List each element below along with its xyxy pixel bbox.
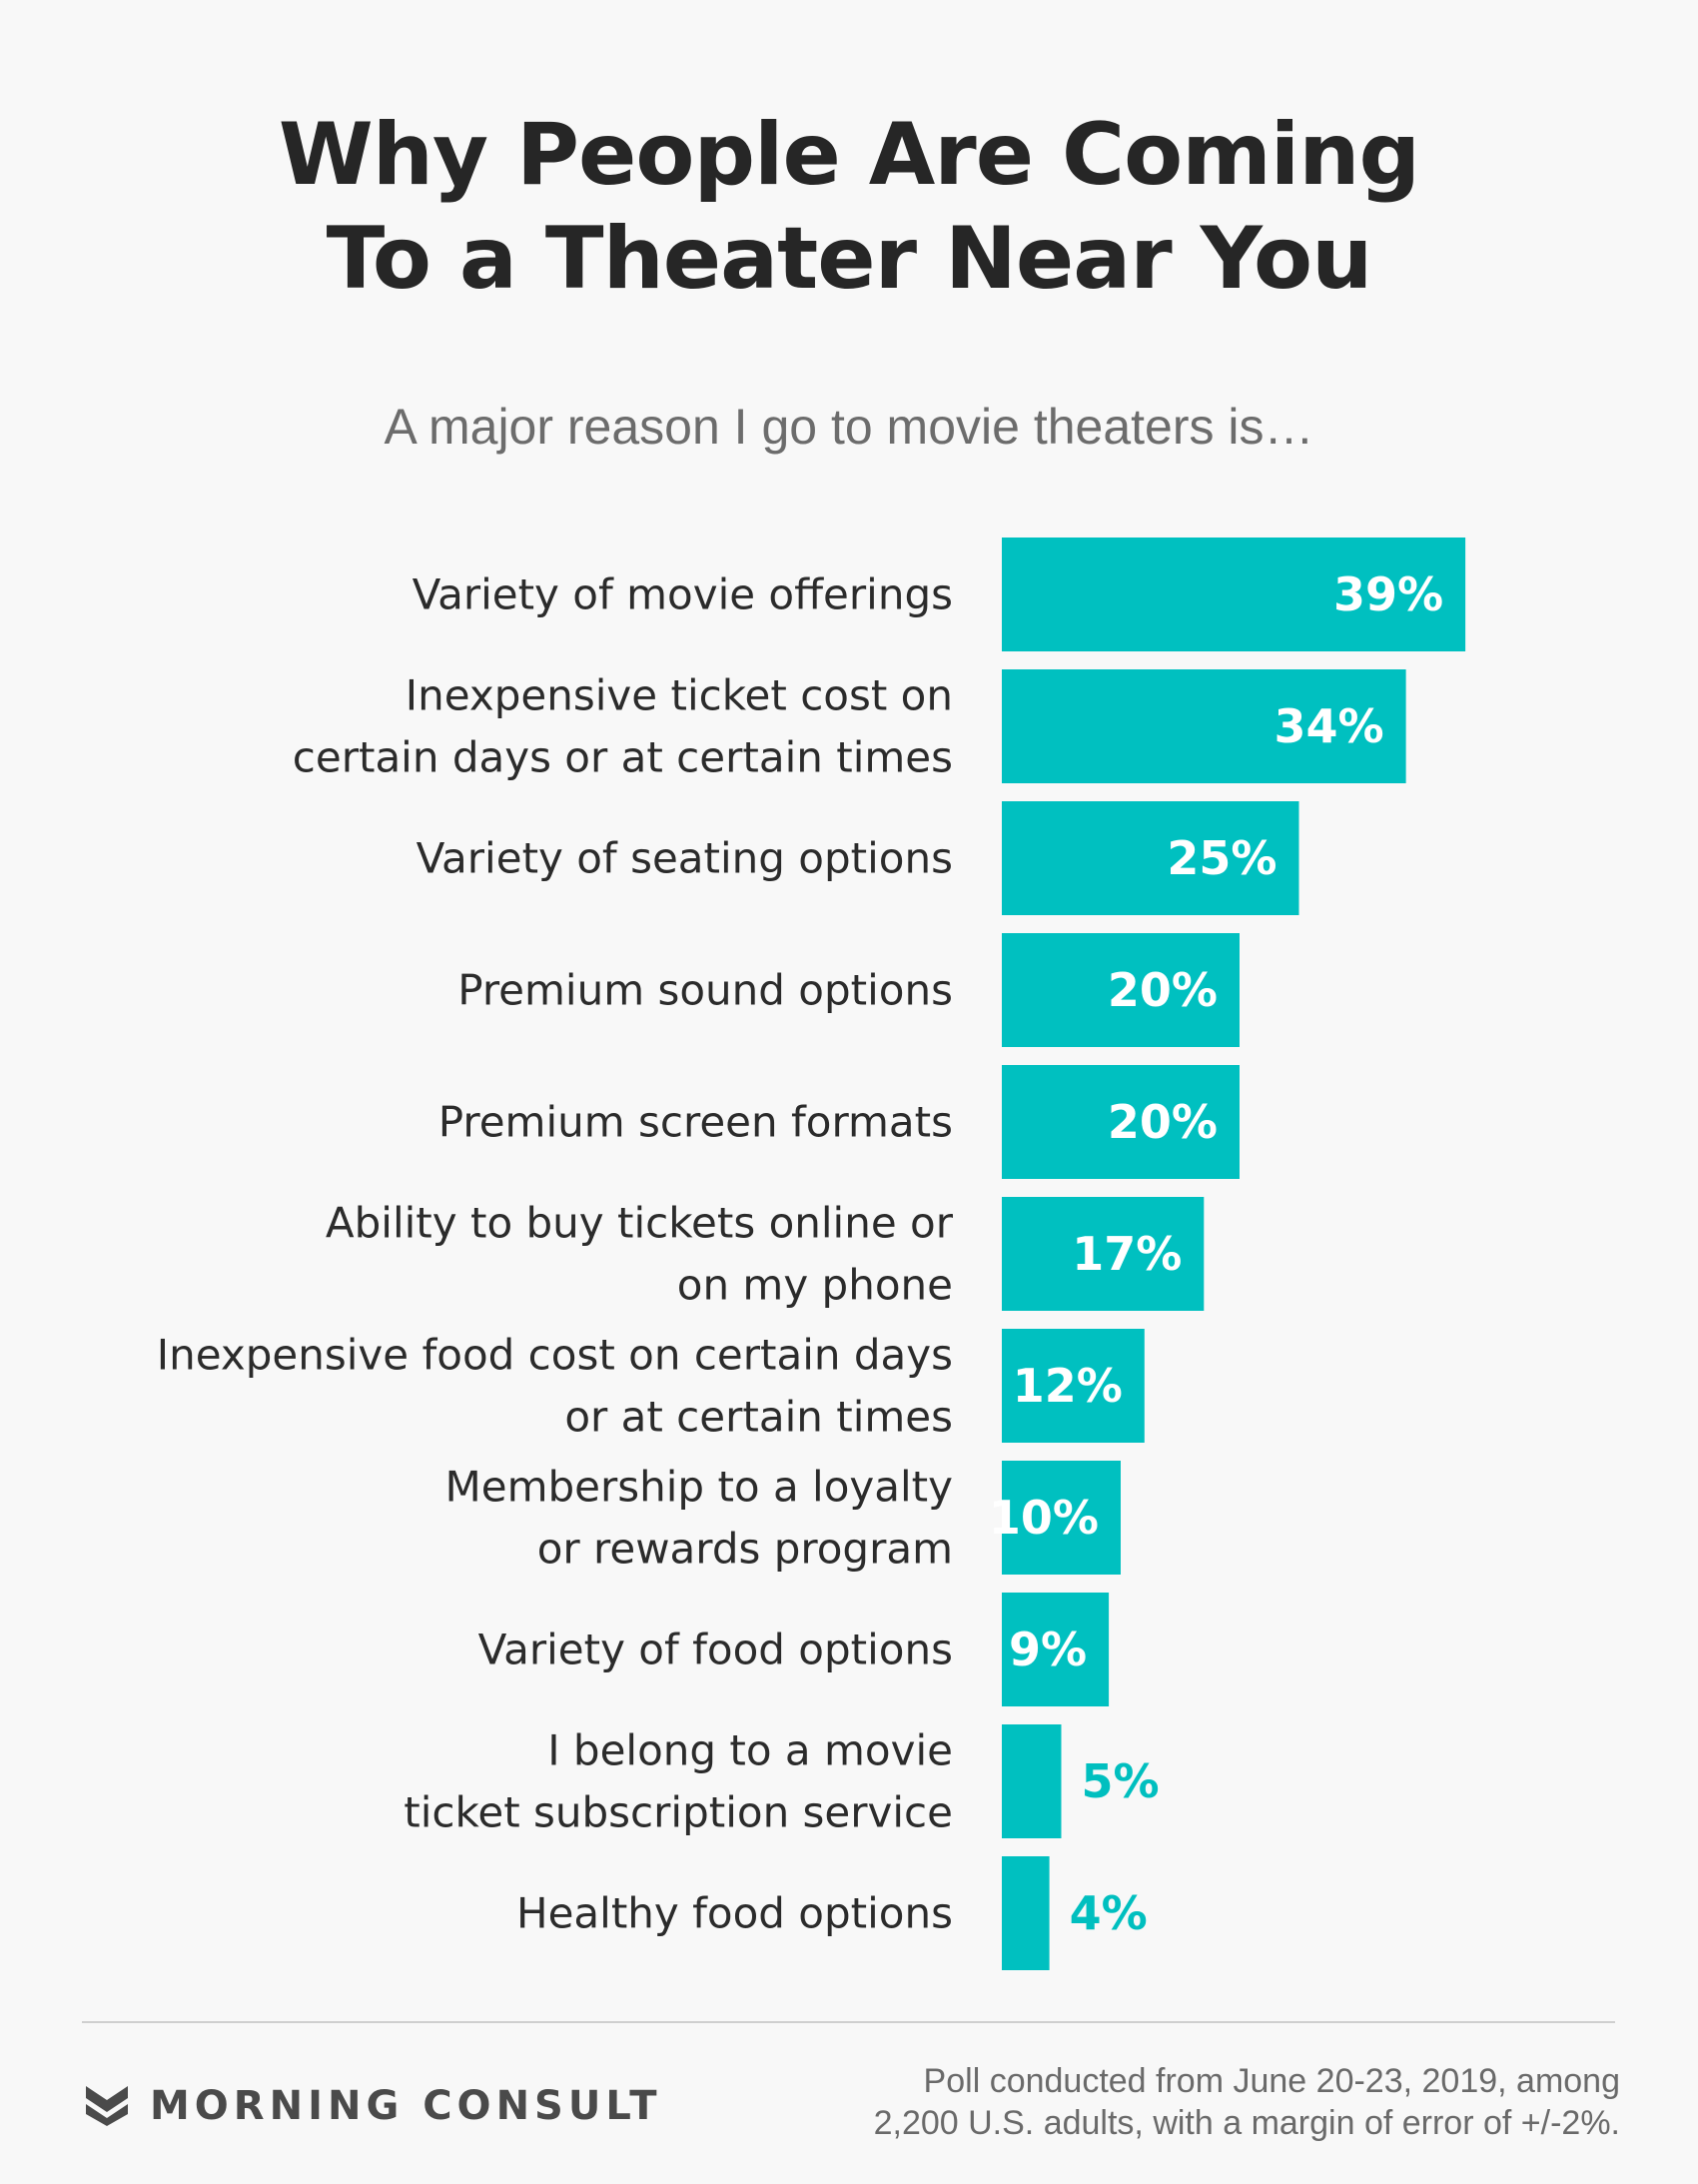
bar	[1002, 1856, 1050, 1970]
category-label-line: I belong to a movie	[547, 1726, 953, 1775]
bar	[1002, 801, 1299, 915]
bar-value-label: 4%	[1070, 1886, 1148, 1940]
category-label-line: Membership to a loyalty	[445, 1463, 954, 1512]
bar-value-label: 34%	[1274, 699, 1383, 753]
bar-value-label: 9%	[1009, 1623, 1087, 1676]
bar-value-label: 20%	[1108, 1095, 1218, 1149]
bar-value-label: 5%	[1082, 1754, 1160, 1808]
bar-chart: 39% Variety of movie offerings 34% Inexpens…	[157, 538, 1466, 1970]
category-label: Inexpensive food cost on certain days or …	[157, 1331, 953, 1442]
category-label-line: Variety of seating options	[417, 834, 953, 883]
poll-footnote: Poll conducted from June 20-23, 2019, am…	[874, 2060, 1620, 2144]
category-label-line: ticket subscription service	[404, 1788, 953, 1837]
chart-title-line-1: Why People Are Coming	[278, 105, 1420, 205]
chart-title-line-2: To a Theater Near You	[326, 209, 1373, 309]
bar-value-label: 20%	[1108, 963, 1218, 1017]
category-label: Premium screen formats	[438, 1098, 953, 1147]
category-label: Variety of food options	[478, 1626, 953, 1674]
category-label: I belong to a movie ticket subscription s…	[404, 1726, 953, 1837]
bar-value-label: 10%	[989, 1491, 1099, 1545]
bar	[1002, 1329, 1145, 1443]
bar	[1002, 1724, 1062, 1838]
category-label-line: on my phone	[677, 1261, 953, 1310]
category-label: Inexpensive ticket cost on certain days o…	[293, 671, 953, 782]
bar	[1002, 1461, 1121, 1575]
category-label: Healthy food options	[516, 1889, 953, 1938]
footer-divider	[82, 2021, 1615, 2023]
category-label-line: or rewards program	[537, 1525, 953, 1574]
brand-name: MORNING CONSULT	[150, 2083, 662, 2129]
category-label: Ability to buy tickets online or on my ph…	[326, 1199, 954, 1310]
category-label-line: Healthy food options	[516, 1889, 953, 1938]
bar	[1002, 669, 1406, 783]
chart-subtitle: A major reason I go to movie theaters is…	[384, 399, 1314, 455]
bar-value-label: 25%	[1167, 831, 1276, 885]
category-label: Variety of movie offerings	[413, 570, 953, 619]
category-label-line: Variety of movie offerings	[413, 570, 953, 619]
bar-value-label: 12%	[1013, 1359, 1123, 1413]
category-label-line: Premium sound options	[457, 966, 953, 1015]
bar	[1002, 538, 1466, 651]
category-label: Variety of seating options	[417, 834, 953, 883]
category-label-line: Premium screen formats	[438, 1098, 953, 1147]
category-label-line: certain days or at certain times	[293, 733, 953, 782]
bar	[1002, 1593, 1110, 1706]
category-label-line: Ability to buy tickets online or	[326, 1199, 954, 1248]
bar	[1002, 933, 1240, 1047]
category-label: Membership to a loyalty or rewards progra…	[445, 1463, 954, 1574]
category-label: Premium sound options	[457, 966, 953, 1015]
bar-value-label: 39%	[1333, 567, 1443, 621]
category-label-line: Variety of food options	[478, 1626, 953, 1674]
brand-logo: MORNING CONSULT	[86, 2083, 661, 2129]
category-label-line: Inexpensive ticket cost on	[406, 671, 953, 720]
bar-value-label: 17%	[1072, 1227, 1182, 1281]
category-label-line: Inexpensive food cost on certain days	[157, 1331, 953, 1380]
footnote-line-2: 2,200 U.S. adults, with a margin of erro…	[873, 2104, 1620, 2142]
bar	[1002, 1065, 1240, 1179]
morning-consult-chevron-icon	[86, 2086, 128, 2126]
bar	[1002, 1197, 1205, 1311]
footnote-line-1: Poll conducted from June 20-23, 2019, am…	[923, 2062, 1620, 2100]
category-label-line: or at certain times	[564, 1393, 953, 1442]
